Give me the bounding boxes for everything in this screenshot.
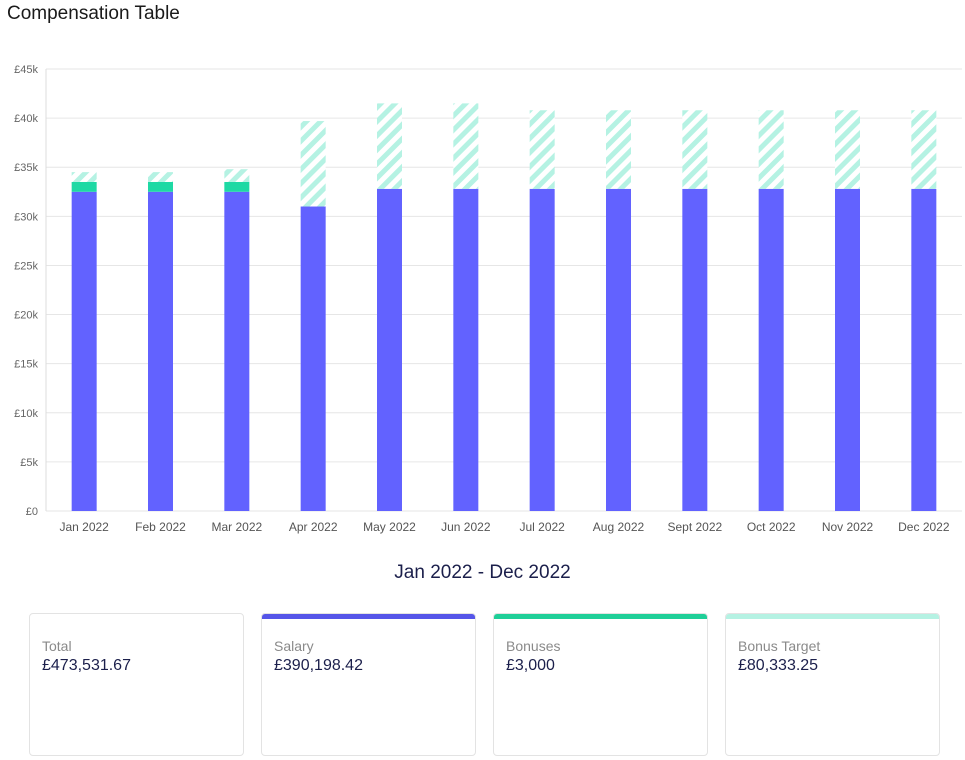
bonus-bar[interactable] — [224, 181, 250, 192]
x-tick-label: Aug 2022 — [593, 520, 645, 534]
bonus-bar[interactable] — [71, 181, 97, 192]
bonus-target-bar[interactable] — [71, 172, 97, 182]
bonus-target-bar[interactable] — [529, 110, 555, 189]
bonus-target-bar[interactable] — [453, 103, 479, 189]
x-tick-label: May 2022 — [363, 520, 416, 534]
bonus-bar[interactable] — [148, 181, 173, 192]
y-tick-label: £5k — [20, 457, 38, 469]
bonus-target-bar[interactable] — [682, 110, 708, 189]
x-tick-label: Dec 2022 — [898, 520, 950, 534]
card-value: £3,000 — [506, 657, 555, 674]
y-tick-label: £15k — [14, 359, 38, 371]
salary-bar[interactable] — [682, 188, 708, 511]
x-tick-label: Apr 2022 — [289, 520, 338, 534]
bonus-target-bar[interactable] — [758, 110, 784, 189]
salary-bar[interactable] — [453, 188, 479, 511]
x-tick-label: Mar 2022 — [211, 520, 262, 534]
salary-bar[interactable] — [71, 191, 97, 511]
x-tick-label: Sept 2022 — [667, 520, 722, 534]
card-label: Total — [42, 638, 72, 654]
salary-bar[interactable] — [224, 191, 250, 511]
salary-bar[interactable] — [911, 188, 937, 511]
y-tick-label: £0 — [26, 506, 38, 518]
card-label: Bonuses — [506, 638, 561, 654]
y-tick-label: £30k — [14, 211, 38, 223]
salary-bar[interactable] — [835, 188, 860, 511]
card-label: Bonus Target — [738, 638, 821, 654]
bonuses-card: Bonuses £3,000 — [493, 613, 708, 756]
y-tick-label: £45k — [14, 64, 38, 76]
y-tick-label: £20k — [14, 310, 38, 322]
bonus-target-bar[interactable] — [377, 103, 402, 189]
card-value: £473,531.67 — [42, 657, 131, 674]
salary-accent-bar — [262, 614, 475, 619]
compensation-bar-chart: £0 £5k £10k £15k £20k £25k £30k £35k £40k £45k Jan… — [14, 64, 962, 534]
x-tick-label: Feb 2022 — [135, 520, 186, 534]
salary-bar[interactable] — [377, 188, 402, 511]
card-label: Salary — [274, 638, 314, 654]
x-tick-label: Jan 2022 — [59, 520, 109, 534]
salary-card: Salary £390,198.42 — [261, 613, 476, 756]
y-tick-label: £25k — [14, 260, 38, 272]
bonus-target-card: Bonus Target £80,333.25 — [725, 613, 940, 756]
bonuses-accent-bar — [494, 614, 707, 619]
total-card: Total £473,531.67 — [29, 613, 244, 756]
x-tick-label: Oct 2022 — [747, 520, 796, 534]
bonus-target-bar[interactable] — [300, 121, 326, 207]
salary-bar[interactable] — [758, 188, 784, 511]
salary-bar[interactable] — [606, 188, 631, 511]
salary-bar[interactable] — [529, 188, 555, 511]
bonus-target-bar[interactable] — [224, 169, 250, 182]
card-value: £80,333.25 — [738, 657, 819, 674]
x-tick-label: Nov 2022 — [822, 520, 874, 534]
page-title: Compensation Table — [7, 3, 180, 24]
salary-bar[interactable] — [148, 191, 173, 511]
bonus-target-bar[interactable] — [606, 110, 631, 189]
salary-bar[interactable] — [300, 206, 326, 511]
card-value: £390,198.42 — [274, 657, 363, 674]
y-tick-label: £10k — [14, 408, 38, 420]
bonus-target-bar[interactable] — [835, 110, 860, 189]
bonus-target-accent-bar — [726, 614, 939, 619]
bonus-target-bar[interactable] — [148, 172, 173, 182]
y-tick-label: £35k — [14, 162, 38, 174]
x-tick-label: Jul 2022 — [519, 520, 565, 534]
y-tick-label: £40k — [14, 113, 38, 125]
date-range-title: Jan 2022 - Dec 2022 — [394, 562, 571, 583]
x-tick-label: Jun 2022 — [441, 520, 491, 534]
bonus-target-bar[interactable] — [911, 110, 937, 189]
